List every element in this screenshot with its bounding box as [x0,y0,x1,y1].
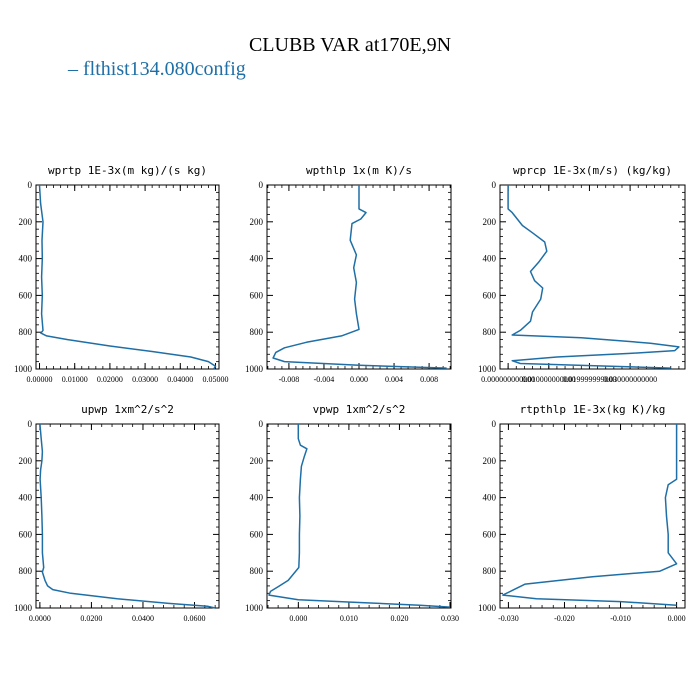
x-tick-label: 0.02000 [97,375,123,384]
legend-label: flthist134.080config [83,58,246,80]
figure-title: CLUBB VAR at170E,9N [248,34,452,56]
y-tick-label: 0 [28,419,33,429]
x-tick-label: 0.000000000000 [481,375,535,384]
x-tick-label: -0.008 [279,375,300,384]
series-line [268,424,451,608]
plot-frame [266,184,452,370]
series-line [507,185,680,369]
series-line [272,185,447,369]
panel-title: upwp 1xm^2/s^2 [81,403,174,416]
panel-title: vpwp 1xm^2/s^2 [313,403,406,416]
y-tick-label: 800 [19,566,33,576]
x-tick-label: 0.03000 [132,375,158,384]
y-tick-label: 200 [250,217,264,227]
plot-frame [266,423,452,609]
series-line [39,423,216,609]
x-tick-label: 0.000 [350,375,368,384]
series-line [502,424,678,606]
x-tick-label: 0.008 [420,375,438,384]
y-tick-label: 200 [483,456,497,466]
y-tick-label: 400 [483,493,497,503]
x-tick-label: 0.0000 [29,614,51,623]
plot-frame [499,423,686,609]
y-tick-label: 800 [250,327,264,337]
x-tick-label: 0.010 [340,614,358,623]
x-tick-label: 0.020 [390,614,408,623]
panel-title: wprtp 1E-3x(m kg)/(s kg) [48,164,207,177]
x-tick-label: 0.000 [668,614,686,623]
y-tick-label: 400 [250,254,264,264]
x-tick-label: -0.004 [314,375,335,384]
x-tick-label: 0.05000 [202,375,228,384]
y-tick-label: 600 [250,529,264,539]
x-tick-label: -0.020 [554,614,575,623]
x-tick-label: 0.01000 [62,375,88,384]
panel-title: wpthlp 1x(m K)/s [306,164,412,177]
y-tick-label: 600 [250,290,264,300]
x-tick-label: 0.010000000000 [522,375,576,384]
x-tick-label: -0.010 [610,614,631,623]
y-tick-label: 0 [28,180,33,190]
y-tick-label: 0 [259,180,264,190]
y-tick-label: 400 [250,493,264,503]
legend: – flthist134.080config [68,58,246,81]
y-tick-label: 600 [483,290,497,300]
y-tick-label: 800 [483,327,497,337]
y-tick-label: 0 [259,419,264,429]
x-tick-label: 0.0600 [184,614,206,623]
y-tick-label: 1000 [14,364,33,374]
y-tick-label: 600 [19,290,33,300]
x-tick-label: 0.0400 [132,614,154,623]
x-tick-label: 0.019999999000 [562,375,616,384]
y-tick-label: 400 [483,254,497,264]
x-tick-label: 0.04000 [167,375,193,384]
y-tick-label: 400 [19,254,33,264]
x-tick-label: -0.030 [498,614,519,623]
plot-frame [35,184,220,370]
y-tick-label: 400 [19,493,33,503]
y-tick-label: 200 [19,217,33,227]
y-tick-label: 0 [492,180,497,190]
legend-line-icon: – [68,58,78,80]
x-tick-label: 0.004 [385,375,403,384]
x-tick-label: 0.000 [289,614,307,623]
series-line [38,184,217,370]
y-tick-label: 1000 [245,603,264,613]
y-tick-label: 600 [483,529,497,539]
panel-title: rtpthlp 1E-3x(kg K)/kg [520,403,666,416]
y-tick-label: 800 [483,566,497,576]
y-tick-label: 1000 [478,364,497,374]
y-tick-label: 1000 [478,603,497,613]
x-tick-label: 0.0200 [80,614,102,623]
y-tick-label: 200 [483,217,497,227]
y-tick-label: 800 [250,566,264,576]
y-tick-label: 800 [19,327,33,337]
panel-title: wprcp 1E-3x(m/s) (kg/kg) [513,164,672,177]
y-tick-label: 1000 [245,364,264,374]
y-tick-label: 0 [492,419,497,429]
y-tick-label: 200 [19,456,33,466]
x-tick-label: 0.00000 [27,375,53,384]
x-tick-label: 0.030000000000 [603,375,657,384]
y-tick-label: 600 [19,529,33,539]
y-tick-label: 200 [250,456,264,466]
x-tick-label: 0.030 [441,614,459,623]
y-tick-label: 1000 [14,603,33,613]
plot-frame [499,184,686,370]
plot-frame [35,423,220,609]
